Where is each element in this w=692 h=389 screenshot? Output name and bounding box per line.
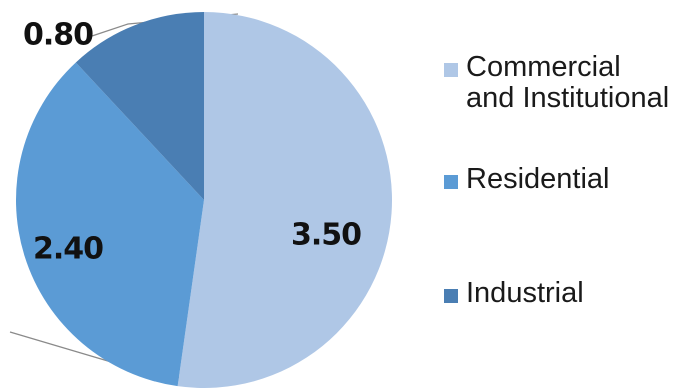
pie-slice-residential (16, 62, 205, 387)
pie-slice-industrial (75, 11, 204, 200)
data-labels: 3.50 2.40 0.80 (23, 18, 362, 267)
data-label-industrial: 0.80 (23, 18, 93, 53)
data-label-commercial-and-institutional: 3.50 (291, 218, 361, 253)
legend-item-industrial: Industrial (444, 278, 692, 309)
legend-item-residential: Residential (444, 164, 692, 195)
pie-slices (16, 11, 393, 389)
legend-item-commercial-and-institutional: Commercial and Institutional (444, 52, 692, 114)
legend-swatch (444, 175, 458, 189)
legend-swatch (444, 63, 458, 77)
data-label-residential: 2.40 (33, 232, 103, 267)
legend-label: Industrial (466, 277, 584, 309)
legend-label: Residential (466, 163, 610, 195)
legend-swatch (444, 289, 458, 303)
pie-slice-commercial-and-institutional (177, 12, 393, 389)
legend-label: Commercial and Institutional (466, 51, 670, 114)
